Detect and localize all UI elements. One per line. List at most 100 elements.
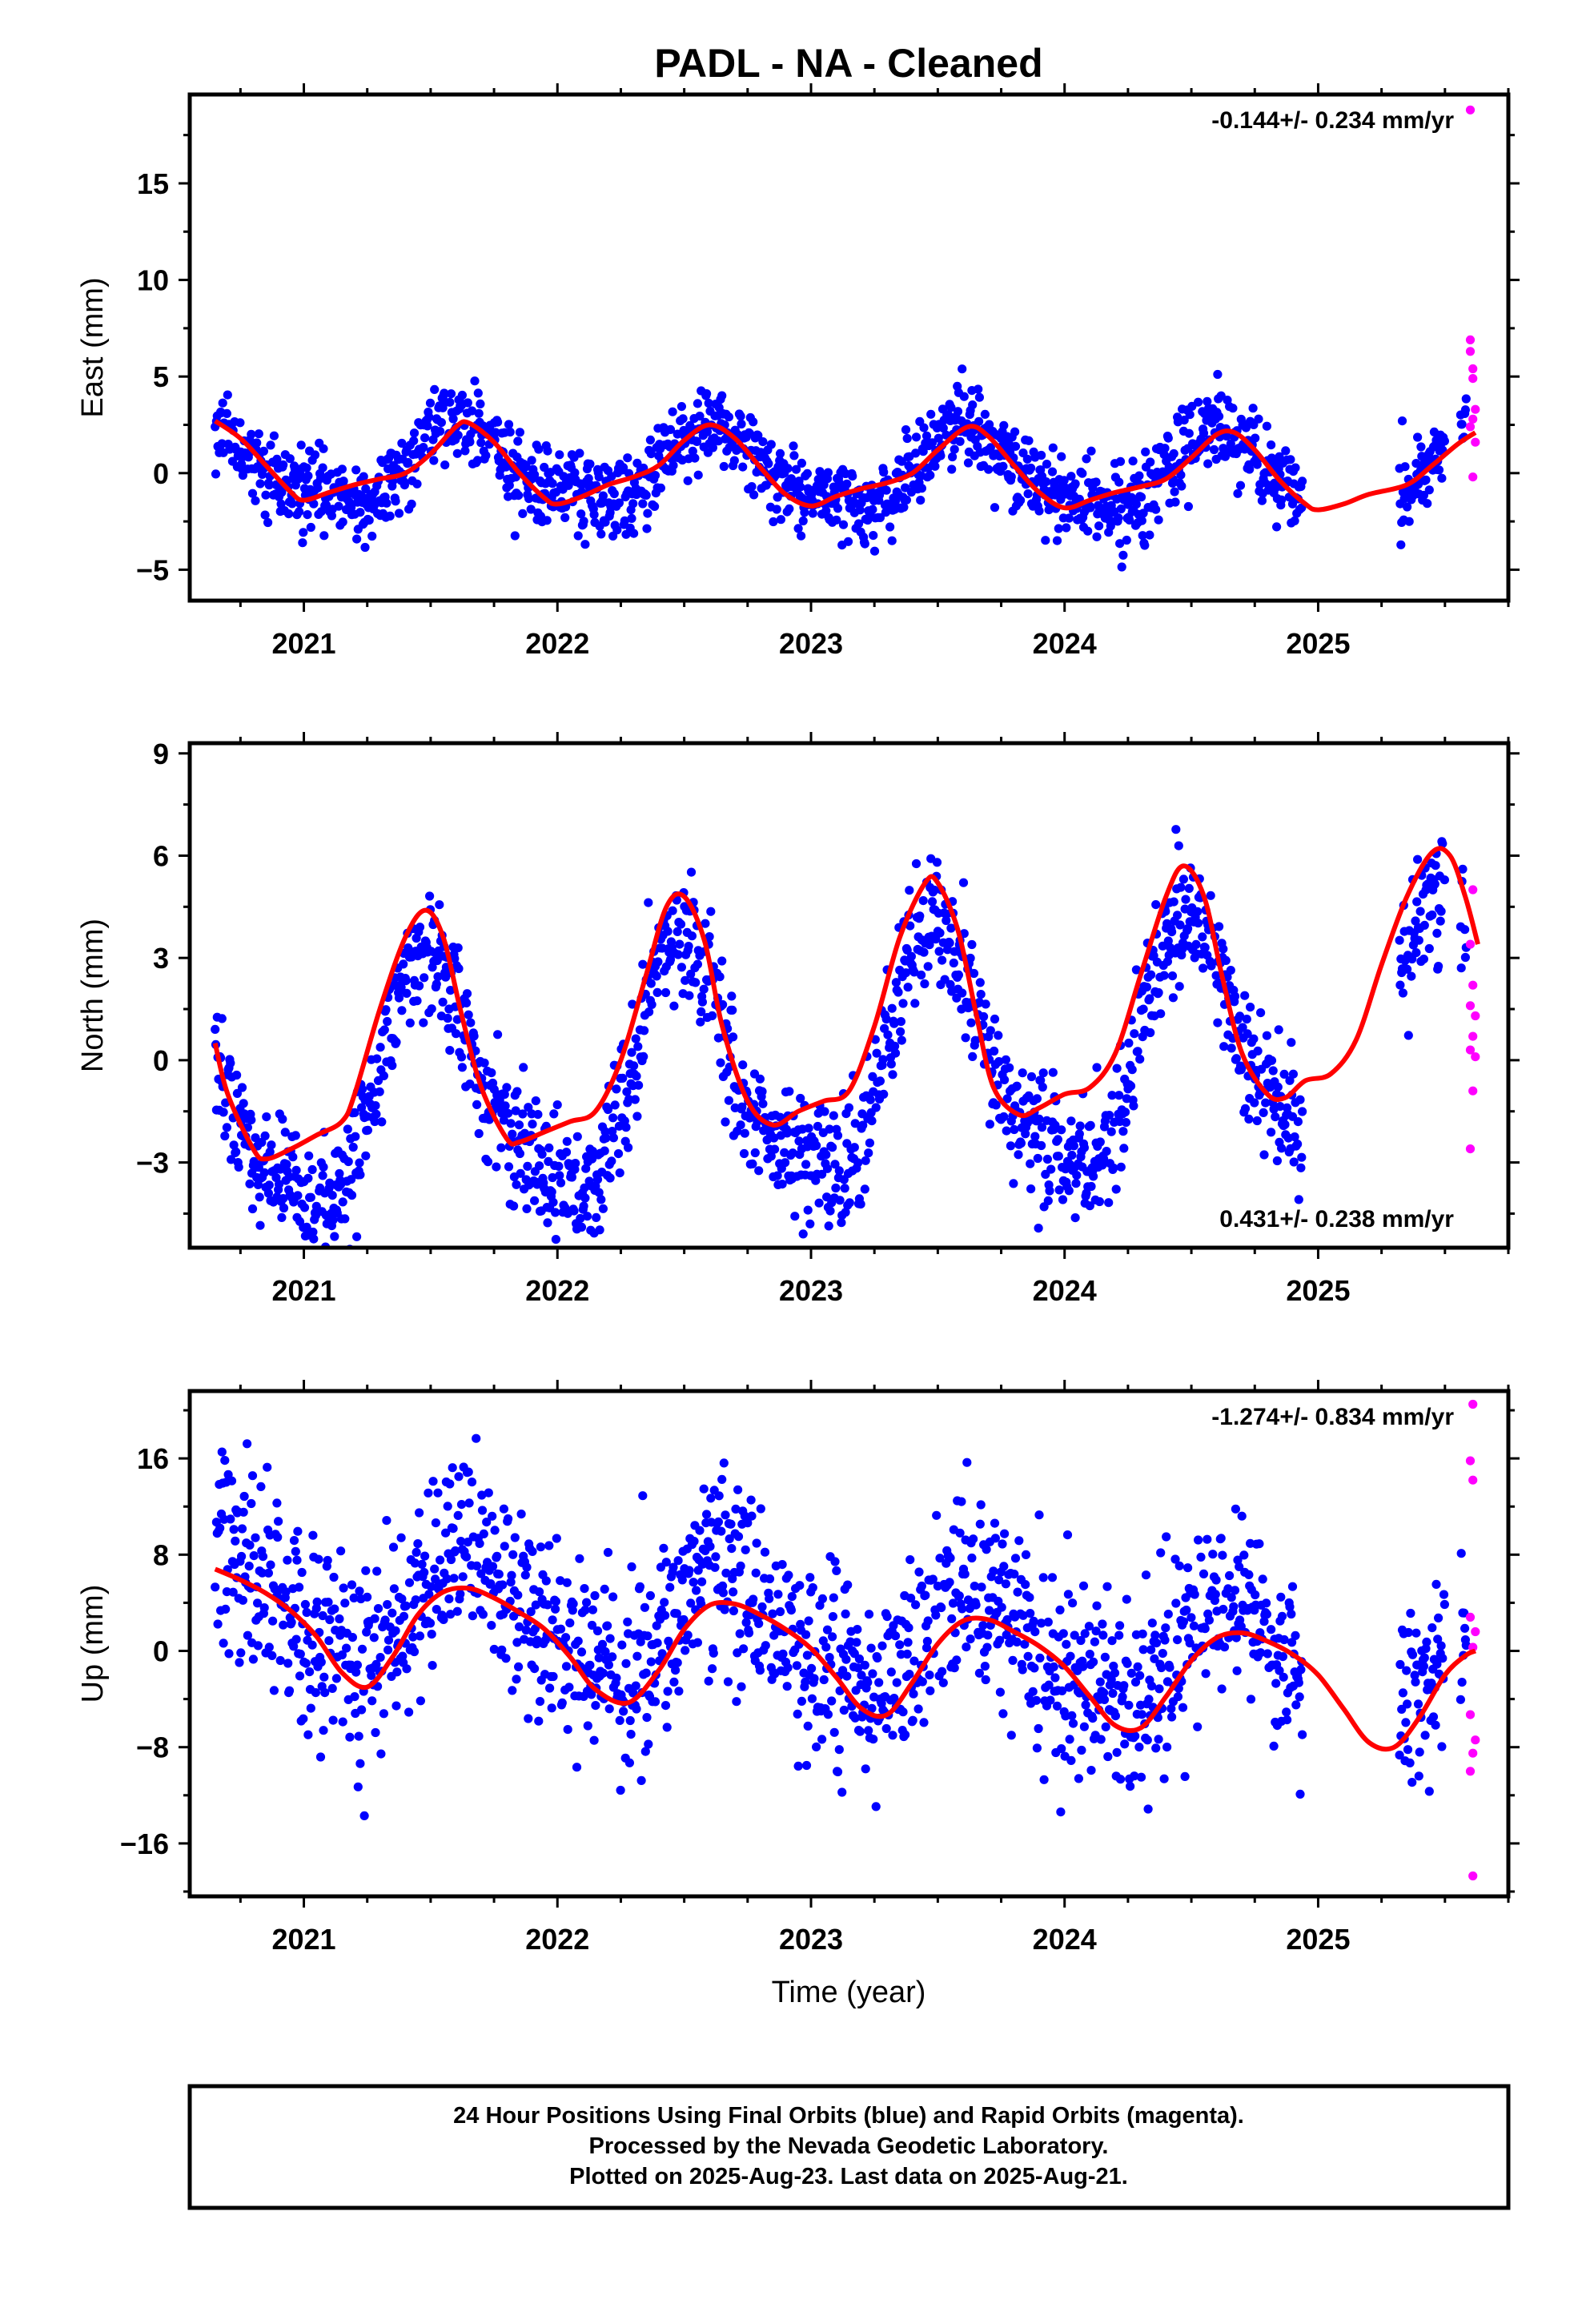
east-final-point — [526, 505, 536, 514]
north-final-point — [676, 919, 686, 929]
north-final-point — [644, 1007, 654, 1017]
up-final-point — [357, 1705, 367, 1715]
up-final-point — [604, 1704, 614, 1714]
north-final-point — [1436, 907, 1446, 916]
north-final-point — [350, 1108, 359, 1117]
north-final-point — [1058, 1195, 1068, 1204]
up-final-point — [1438, 1654, 1447, 1663]
north-final-point — [1297, 1152, 1307, 1162]
north-final-point — [512, 1180, 521, 1189]
north-final-point — [961, 1033, 970, 1043]
east-final-point — [527, 456, 536, 465]
north-final-point — [445, 1046, 455, 1055]
east-final-point — [407, 499, 416, 509]
north-final-point — [736, 1120, 745, 1130]
up-final-point — [580, 1605, 590, 1615]
north-final-point — [554, 1161, 564, 1171]
up-final-point — [291, 1546, 300, 1556]
north-final-point — [910, 999, 920, 1008]
up-final-point — [327, 1683, 337, 1693]
up-final-point — [1021, 1580, 1030, 1590]
north-final-point — [1174, 841, 1183, 850]
up-final-point — [264, 1642, 274, 1652]
east-final-point — [1290, 516, 1299, 526]
up-final-point — [424, 1590, 434, 1599]
up-rapid-point — [1468, 1642, 1478, 1652]
east-final-point — [1403, 502, 1412, 512]
north-final-point — [864, 1148, 873, 1158]
up-final-point — [881, 1723, 891, 1734]
north-final-point — [330, 1232, 339, 1241]
north-final-point — [352, 1232, 362, 1241]
up-final-point — [383, 1635, 394, 1645]
up-final-point — [556, 1576, 565, 1586]
north-final-point — [830, 1160, 840, 1169]
north-final-point — [785, 1087, 794, 1096]
up-final-point — [726, 1519, 736, 1529]
up-final-point — [932, 1510, 942, 1520]
up-final-point — [420, 1551, 430, 1561]
east-final-point — [1163, 433, 1173, 443]
up-final-point — [1103, 1751, 1113, 1762]
up-final-point — [1437, 1742, 1447, 1751]
east-final-point — [921, 431, 932, 440]
east-final-point — [911, 432, 921, 442]
up-final-point — [551, 1597, 561, 1606]
up-final-point — [436, 1555, 445, 1565]
north-final-point — [889, 1019, 899, 1028]
east-final-point — [476, 438, 486, 448]
east-final-point — [580, 540, 590, 549]
east-final-point — [1066, 472, 1076, 481]
east-final-point — [948, 452, 958, 462]
up-final-point — [490, 1526, 500, 1535]
north-final-point — [1105, 1111, 1114, 1120]
up-final-point — [247, 1471, 258, 1481]
east-final-point — [645, 435, 656, 445]
north-final-point — [537, 1149, 547, 1159]
east-final-point — [409, 436, 419, 446]
north-final-point — [425, 891, 435, 901]
up-final-point — [969, 1534, 978, 1544]
up-final-point — [635, 1582, 645, 1591]
east-final-point — [737, 419, 746, 429]
up-final-point — [227, 1476, 237, 1486]
north-final-point — [452, 1029, 461, 1039]
north-final-point — [1226, 966, 1235, 975]
up-final-point — [829, 1727, 839, 1737]
east-final-point — [1059, 476, 1069, 485]
east-final-point — [598, 491, 608, 501]
east-final-point — [1137, 516, 1146, 525]
up-rapid-point — [1468, 1748, 1478, 1758]
north-final-point — [1114, 1091, 1124, 1100]
up-final-point — [1084, 1622, 1094, 1631]
up-final-point — [801, 1630, 811, 1639]
north-final-point — [375, 1087, 384, 1096]
east-final-point — [665, 424, 676, 435]
up-final-point — [1190, 1590, 1199, 1599]
north-final-point — [1106, 1127, 1116, 1136]
up-final-point — [1138, 1645, 1148, 1655]
up-final-point — [347, 1660, 356, 1670]
north-final-point — [1154, 987, 1163, 998]
east-final-point — [808, 509, 817, 518]
up-final-point — [387, 1608, 397, 1618]
north-final-point — [288, 1152, 298, 1162]
up-final-point — [283, 1659, 293, 1668]
east-final-point — [446, 389, 456, 399]
up-final-point — [886, 1667, 896, 1677]
up-final-point — [281, 1587, 291, 1597]
up-final-point — [295, 1582, 304, 1592]
up-final-point — [239, 1491, 249, 1502]
north-final-point — [1415, 907, 1425, 916]
north-y-tick-label: −3 — [136, 1147, 169, 1180]
up-final-point — [760, 1547, 770, 1557]
up-final-point — [617, 1640, 627, 1650]
up-final-point — [721, 1510, 730, 1520]
up-final-point — [807, 1663, 817, 1673]
up-final-point — [905, 1670, 914, 1679]
east-final-point — [1257, 496, 1267, 505]
east-final-point — [1397, 416, 1407, 426]
east-final-point — [1115, 456, 1126, 466]
east-final-point — [842, 479, 852, 489]
